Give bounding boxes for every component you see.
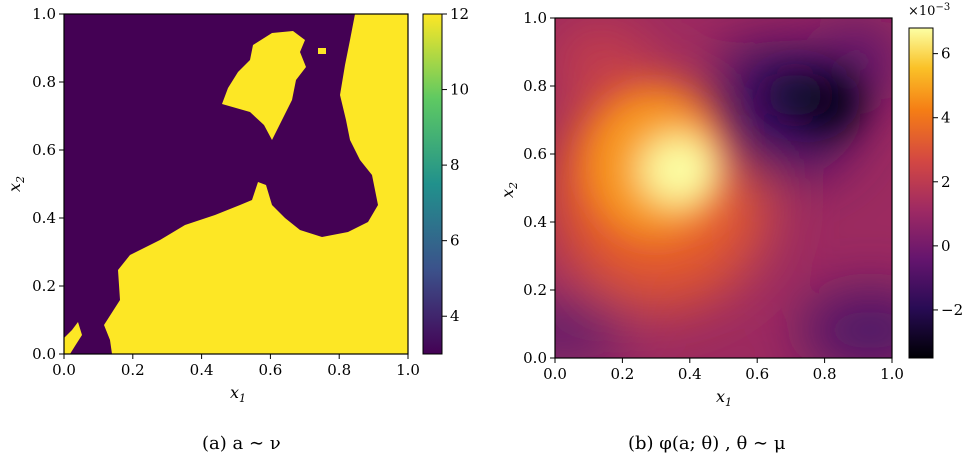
y-tick-label: 0.2: [523, 281, 547, 299]
x-tick-label: 0.6: [745, 365, 769, 383]
y-tick-label: 1.0: [523, 9, 547, 27]
y-ticks-a: 0.0 0.2 0.4 0.6 0.8 1.0: [32, 5, 64, 363]
colorbar-tick-label: 4: [450, 307, 460, 325]
x-tick-label: 0.0: [543, 365, 567, 383]
x-axis-label-a: x1: [230, 383, 246, 405]
colorbar-tick-label: 6: [450, 232, 460, 250]
y-tick-label: 0.4: [523, 213, 547, 231]
x-tick-label: 0.4: [190, 361, 214, 379]
x-ticks-a: 0.0 0.2 0.4 0.6 0.8 1.0: [52, 354, 420, 379]
caption-b: (b) φ(a; θ) , θ ∼ μ: [628, 433, 786, 454]
x-tick-label: 0.6: [258, 361, 282, 379]
colorbar-b: [908, 27, 934, 359]
colorbar-tick-label: 0: [941, 237, 951, 255]
colorbar-a: [422, 13, 443, 355]
x-tick-label: 1.0: [396, 361, 420, 379]
axes-frame-a: [63, 13, 409, 355]
x-tick-label: 0.2: [610, 365, 634, 383]
panel-a-heatmap: [64, 14, 408, 354]
region-high-a-corner: [64, 322, 82, 354]
region-high-a-dot: [318, 48, 326, 54]
x-tick-label: 1.0: [880, 365, 904, 383]
y-tick-label: 0.8: [523, 77, 547, 95]
colorbar-ticks-a: 4 6 8 10 12: [442, 5, 469, 325]
region-high-a-island: [222, 31, 306, 140]
colorbar-ticks-b: −2 0 2 4 6: [933, 45, 963, 319]
x-tick-label: 0.4: [678, 365, 702, 383]
y-tick-label: 0.6: [523, 145, 547, 163]
x-axis-label-b: x1: [716, 387, 732, 409]
x-tick-label: 0.8: [813, 365, 837, 383]
colorbar-tick-label: 4: [941, 109, 951, 127]
y-tick-label: 0.8: [32, 73, 56, 91]
colorbar-tick-label: −2: [941, 301, 963, 319]
colorbar-tick-label: 12: [450, 5, 469, 23]
y-tick-label: 0.0: [32, 345, 56, 363]
y-tick-label: 0.0: [523, 349, 547, 367]
axes-frame-b: [554, 17, 893, 359]
x-tick-label: 0.0: [52, 361, 76, 379]
y-tick-label: 0.6: [32, 141, 56, 159]
x-tick-label: 0.2: [121, 361, 145, 379]
region-high-a-main: [104, 14, 408, 354]
panel-b-heatmap: [555, 18, 892, 358]
colorbar-multiplier-b: ×10−3: [908, 2, 950, 19]
y-ticks-b: 0.0 0.2 0.4 0.6 0.8 1.0: [523, 9, 555, 367]
colorbar-tick-label: 2: [941, 173, 951, 191]
y-tick-label: 0.4: [32, 209, 56, 227]
y-axis-label-a: x2: [5, 176, 27, 192]
colorbar-tick-label: 8: [450, 156, 460, 174]
colorbar-tick-label: 10: [450, 81, 469, 99]
x-ticks-b: 0.0 0.2 0.4 0.6 0.8 1.0: [543, 358, 904, 383]
y-tick-label: 0.2: [32, 277, 56, 295]
panel-a: 0.0 0.2 0.4 0.6 0.8 1.0 0.0 0.2 0.4 0.6 0.8 1.0 x1…: [5, 5, 469, 454]
caption-a: (a) a ∼ ν: [202, 433, 281, 454]
colorbar-tick-label: 6: [941, 45, 951, 63]
y-tick-label: 1.0: [32, 5, 56, 23]
x-tick-label: 0.8: [327, 361, 351, 379]
y-axis-label-b: x2: [498, 182, 520, 198]
panel-b: 0.0 0.2 0.4 0.6 0.8 1.0 0.0 0.2 0.4 0.6 0.8 1.0 x1…: [498, 2, 963, 454]
